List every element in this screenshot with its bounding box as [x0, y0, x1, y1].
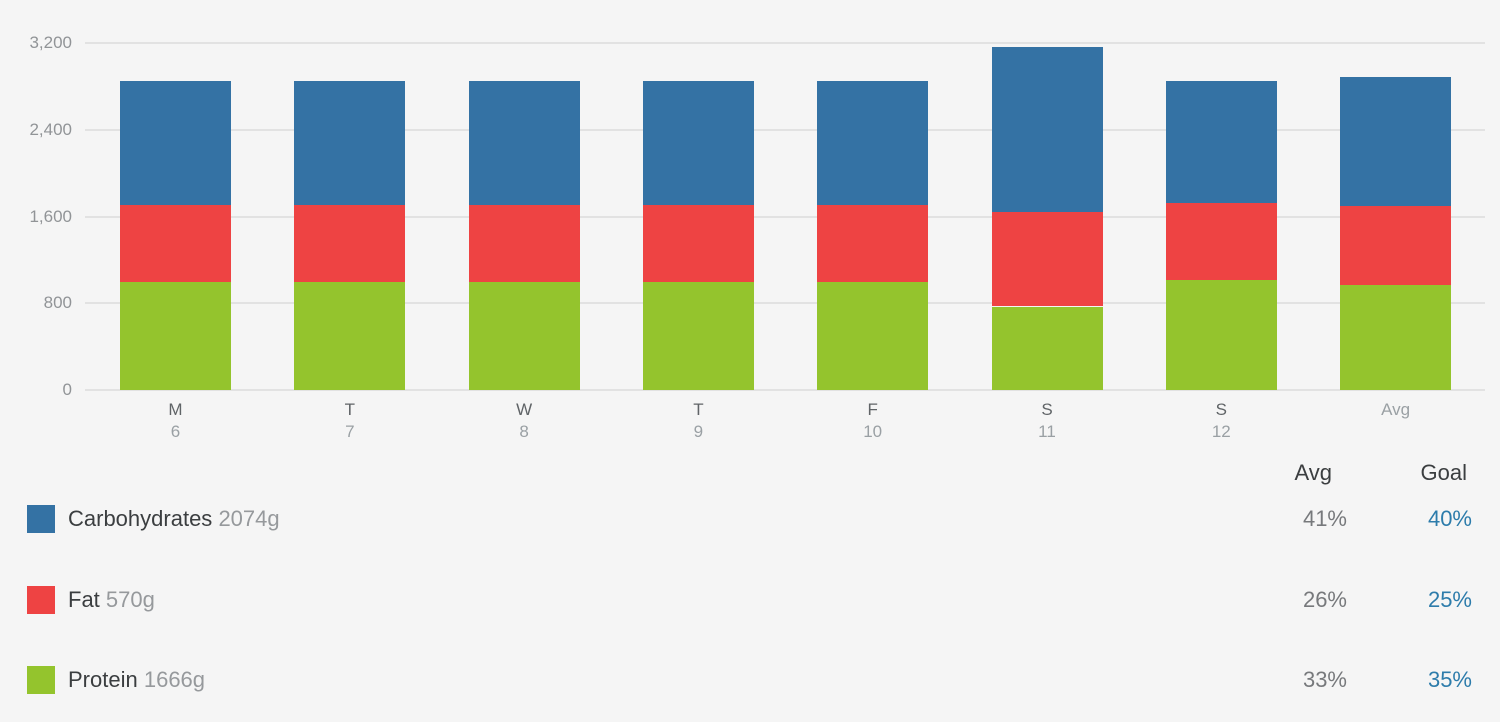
bar-segment-protein — [817, 281, 929, 390]
x-label-day: T — [693, 400, 704, 419]
x-label-date: 11 — [1038, 422, 1056, 441]
x-label-date: 6 — [170, 422, 181, 441]
gridline — [85, 128, 1485, 131]
x-label-day: T — [344, 400, 355, 419]
protein-swatch — [27, 666, 55, 694]
x-label-day: W — [516, 400, 533, 419]
bar-segment-carbohydrates — [120, 81, 231, 205]
legend-row-protein: Protein 1666g 33% 35% — [0, 666, 1500, 694]
y-axis-tick: 2,400 — [29, 119, 72, 139]
bar-segment-carbohydrates — [294, 81, 406, 205]
macro-amount: 570g — [105, 587, 155, 612]
x-label-day: S — [1041, 400, 1053, 419]
bar-segment-carbohydrates — [817, 81, 929, 205]
bar-segment-protein — [294, 281, 406, 390]
macro-amount: 1666g — [143, 667, 206, 692]
macro-label: Protein 1666g — [68, 666, 205, 694]
bar-segment-protein — [642, 281, 754, 390]
bar-segment-fat — [1340, 205, 1452, 286]
avg-value: 33% — [1302, 667, 1347, 692]
x-label-day: S — [1215, 400, 1227, 419]
x-label-day: M — [168, 400, 183, 419]
bar-segment-carbohydrates — [1165, 81, 1277, 204]
macro-label: Carbohydrates 2074g — [68, 505, 280, 533]
goal-column-header: Goal — [1420, 460, 1467, 485]
avg-value: 26% — [1302, 587, 1347, 612]
gridline — [85, 42, 1485, 44]
macro-name: Fat — [68, 587, 100, 612]
macro-amount: 2074g — [218, 506, 280, 531]
x-label-date: 10 — [863, 422, 883, 441]
bar-segment-fat — [991, 211, 1103, 307]
carbohydrates-swatch — [27, 505, 55, 533]
bar-segment-fat — [120, 204, 231, 282]
bar-segment-fat — [817, 204, 929, 282]
macro-name: Protein — [68, 667, 138, 692]
bar-segment-fat — [1165, 203, 1277, 281]
x-label-date: 8 — [519, 422, 529, 441]
x-label-date: 9 — [693, 422, 704, 441]
bar-segment-protein — [120, 281, 231, 390]
avg-column-header: Avg — [1294, 460, 1332, 485]
bar-segment-fat — [294, 204, 406, 282]
x-label-day: F — [867, 400, 878, 419]
gridline — [85, 389, 1485, 391]
x-label-date: 7 — [345, 422, 355, 441]
avg-value: 41% — [1302, 506, 1347, 531]
gridline — [85, 302, 1485, 305]
x-label-day: Avg — [1381, 400, 1411, 419]
legend-row-carbohydrates: Carbohydrates 2074g 41% 40% — [0, 505, 1500, 533]
goal-value: 25% — [1427, 587, 1472, 612]
gridline — [85, 215, 1485, 218]
goal-value: 40% — [1427, 506, 1472, 531]
fat-swatch — [27, 586, 55, 614]
y-axis-tick: 800 — [43, 293, 72, 313]
y-axis-tick: 3,200 — [29, 33, 72, 52]
y-axis-tick: 1,600 — [29, 206, 72, 226]
bar-segment-carbohydrates — [1340, 76, 1452, 206]
legend-row-fat: Fat 570g 26% 25% — [0, 586, 1500, 614]
bar-segment-fat — [468, 204, 580, 282]
bar-segment-protein — [991, 306, 1103, 390]
bar-segment-carbohydrates — [468, 81, 580, 205]
bar-segment-carbohydrates — [642, 81, 754, 205]
goal-value: 35% — [1427, 667, 1472, 692]
x-label-date: 12 — [1211, 422, 1231, 441]
y-axis-tick: 0 — [62, 380, 72, 399]
macro-label: Fat 570g — [68, 586, 155, 614]
bar-segment-fat — [642, 204, 754, 282]
bar-segment-carbohydrates — [991, 46, 1103, 212]
bar-segment-protein — [468, 281, 580, 390]
bar-segment-protein — [1340, 285, 1452, 390]
macro-name: Carbohydrates — [68, 506, 213, 531]
bar-segment-protein — [1165, 280, 1277, 390]
